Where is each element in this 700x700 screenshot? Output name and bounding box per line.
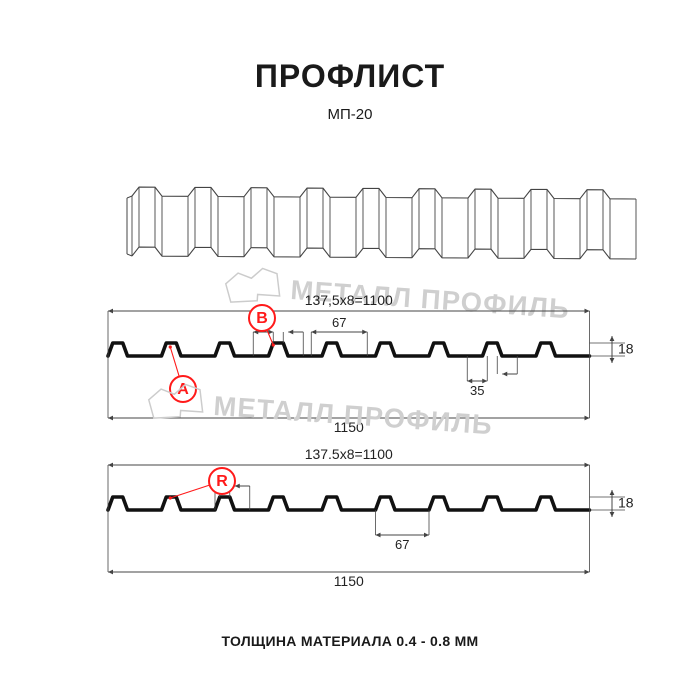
svg-text:B: B [256,310,268,327]
svg-text:18: 18 [618,495,634,511]
svg-text:18: 18 [618,341,634,357]
svg-text:35: 35 [470,383,484,398]
svg-text:R: R [216,473,228,490]
svg-text:67: 67 [395,537,409,552]
svg-text:67: 67 [332,315,346,330]
svg-text:1150: 1150 [334,573,364,589]
svg-text:137.5x8=1100: 137.5x8=1100 [305,446,393,462]
svg-text:137,5х8=1100: 137,5х8=1100 [305,292,393,308]
